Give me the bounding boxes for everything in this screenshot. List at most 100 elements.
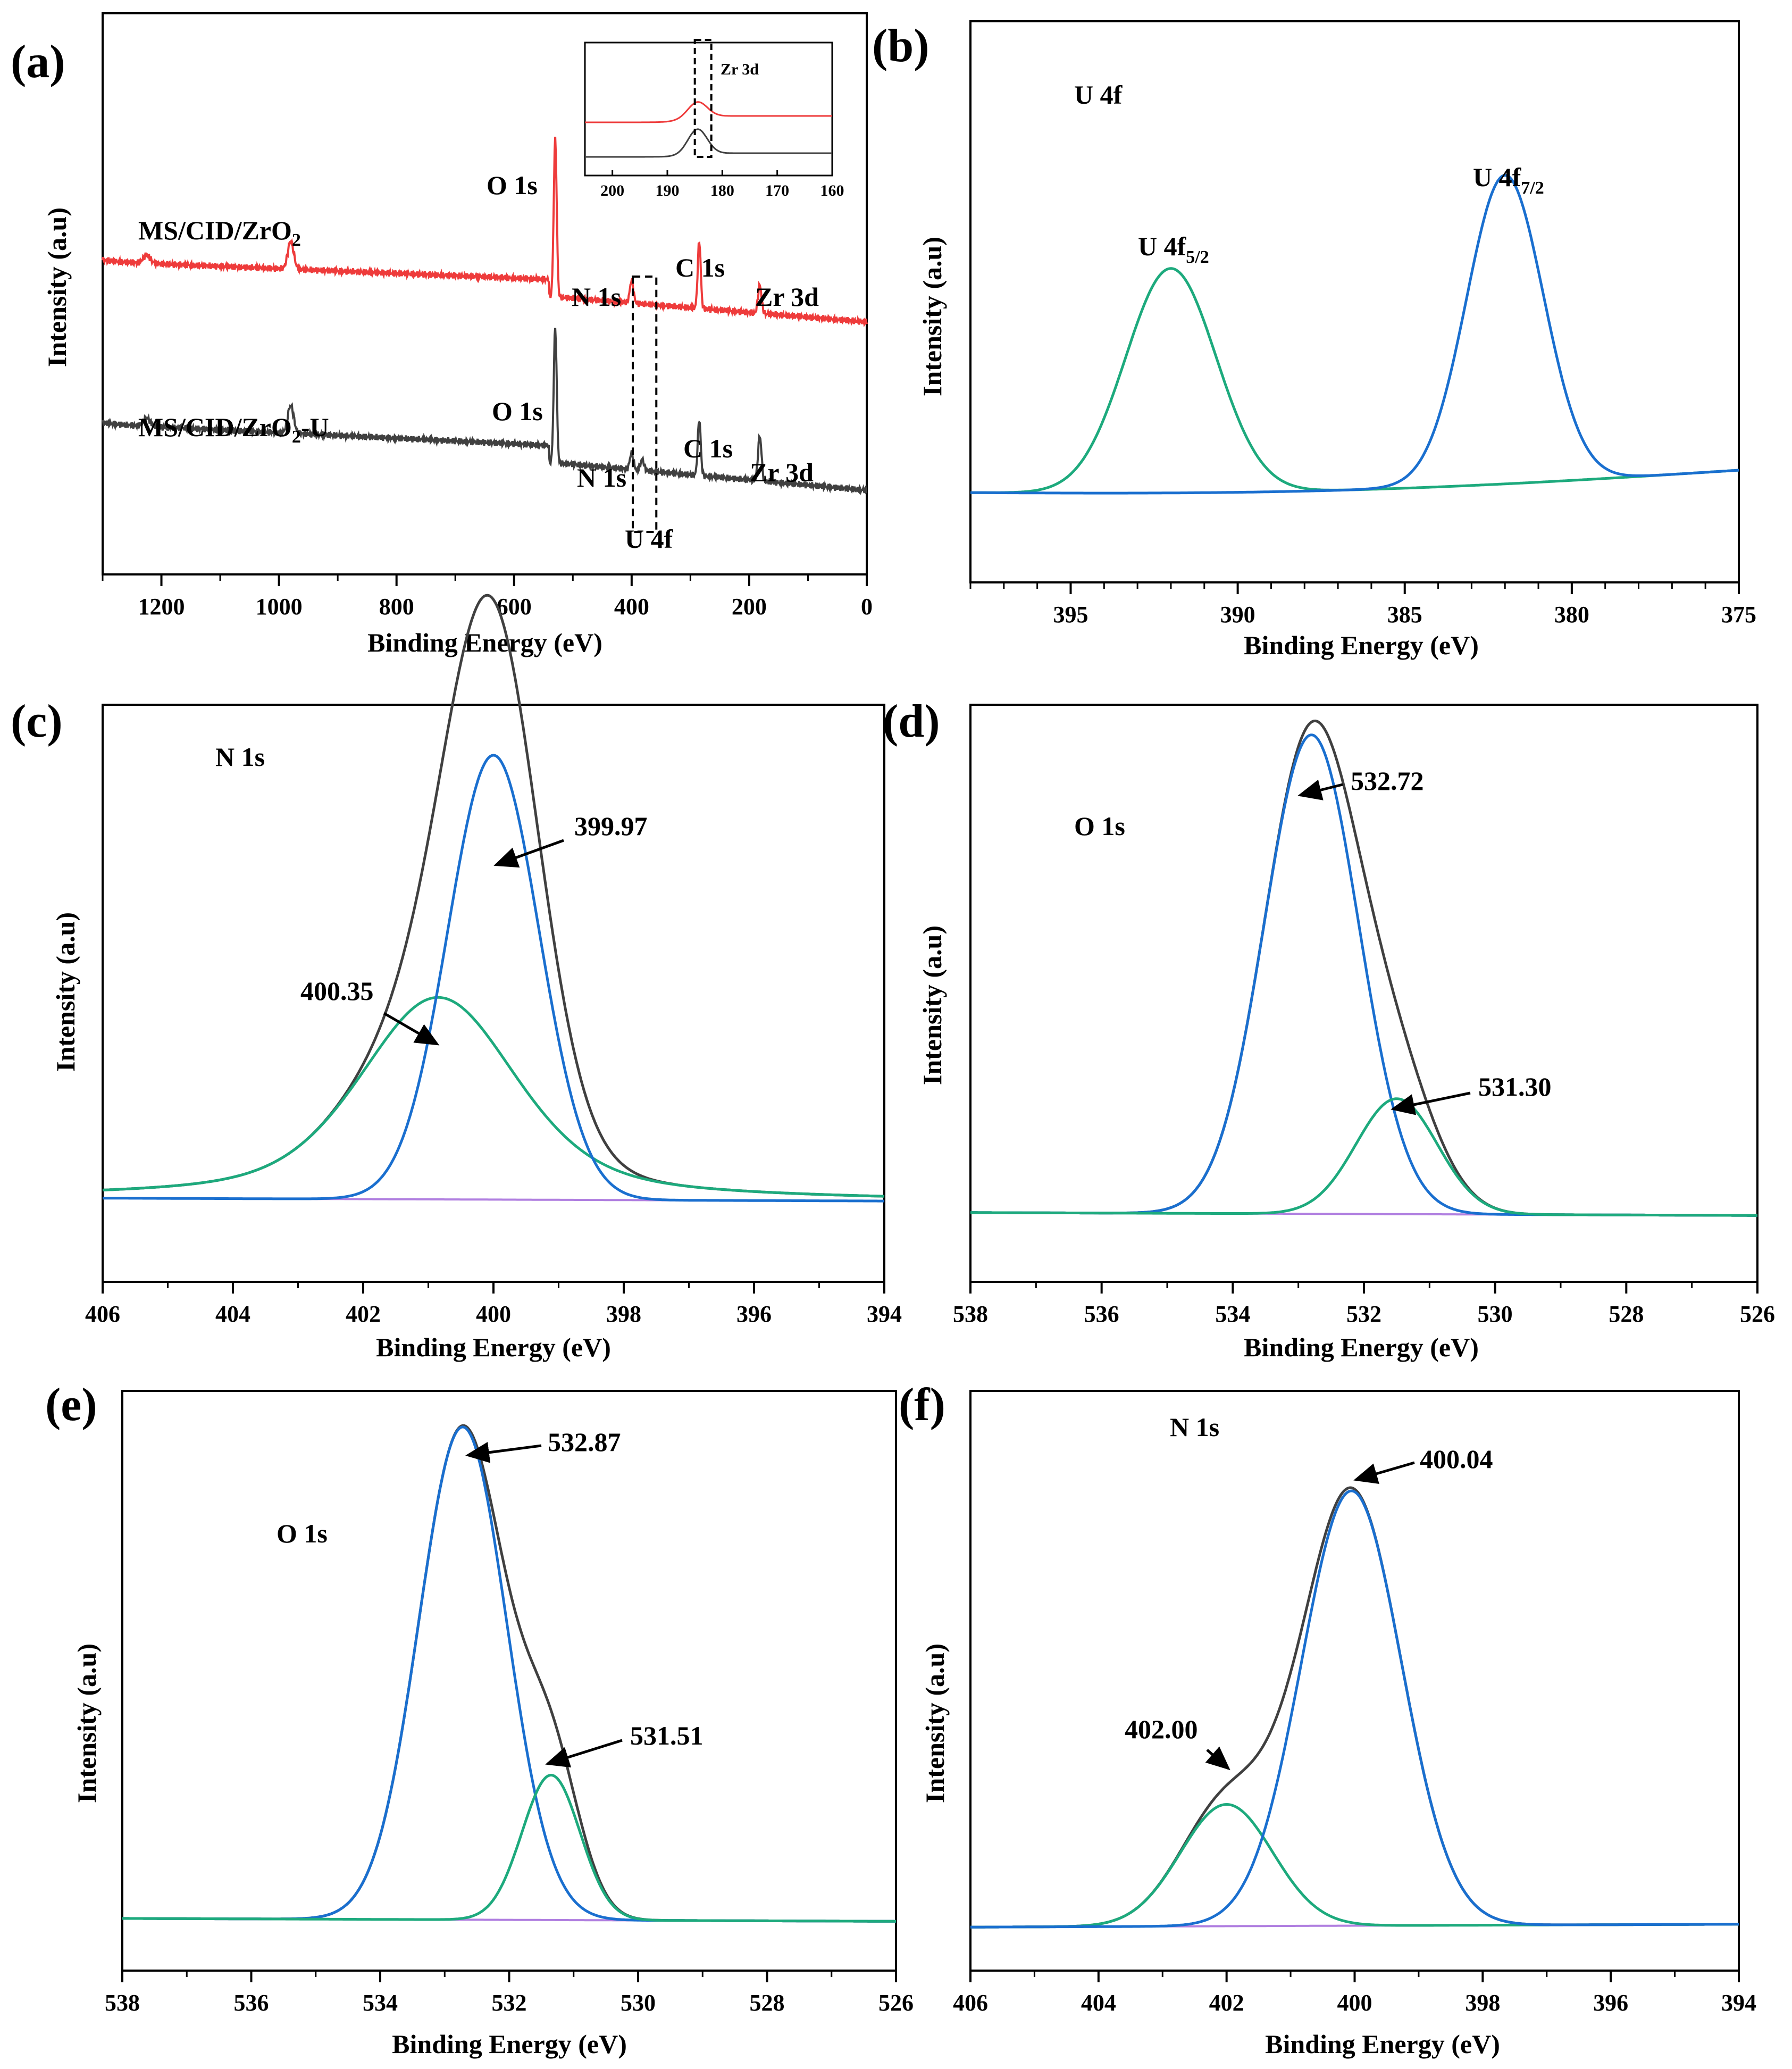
peak-label-u4f72: U 4f7/2 — [1473, 162, 1544, 198]
plot-frame-c — [102, 704, 885, 1283]
panel-e-title: O 1s — [277, 1519, 328, 1548]
peak-label-400-35: 400.35 — [300, 976, 374, 1006]
inset-tick-label-2: 180 — [710, 182, 734, 199]
panel-f-title: N 1s — [1170, 1412, 1219, 1442]
arrow-402-00 — [1205, 1746, 1230, 1771]
peak-label-o1s-black: O 1s — [492, 396, 543, 426]
inset-line-0 — [585, 101, 832, 123]
plot-frame-a — [102, 12, 868, 575]
peak-label-531-51: 531.51 — [630, 1721, 704, 1750]
x-tick-label-b-2: 385 — [1387, 602, 1422, 628]
peak-label-n1s-black: N 1s — [577, 463, 626, 493]
series-label-ms-cid-zro2-u: MS/CID/ZrO2-U — [138, 412, 329, 447]
series-line-ms-cid-zro2 — [102, 137, 868, 328]
x-tick-label-c-6: 394 — [867, 1301, 902, 1327]
x-tick-label-c-2: 402 — [346, 1301, 381, 1327]
panel-label-c: (c) — [11, 696, 63, 747]
envelope-line-e — [122, 1424, 896, 1923]
peak-label-c1s-red: C 1s — [675, 253, 725, 282]
x-tick-label-e-0: 538 — [105, 1990, 140, 2016]
x-tick-label-b-4: 375 — [1721, 602, 1756, 628]
y-axis-title-d: Intensity (a.u) — [917, 925, 947, 1085]
x-axis-title-f: Binding Energy (eV) — [1265, 2029, 1500, 2059]
x-tick-label-b-3: 380 — [1554, 602, 1589, 628]
x-axis-title-d: Binding Energy (eV) — [1244, 1332, 1479, 1362]
x-tick-label-f-3: 400 — [1337, 1990, 1372, 2016]
arrow-532-72 — [1297, 779, 1343, 800]
x-tick-label-e-1: 536 — [234, 1990, 269, 2016]
peak-label-532-87: 532.87 — [548, 1427, 621, 1457]
x-tick-label-c-4: 398 — [606, 1301, 641, 1327]
x-tick-label-a-3: 600 — [497, 594, 532, 620]
plot-frame-e — [121, 1390, 897, 1972]
peak-label-zr3d-red: Zr 3d — [755, 282, 819, 312]
component-line-b-1 — [970, 173, 1739, 495]
inset-zr3d-box — [693, 39, 713, 158]
x-tick-label-e-5: 528 — [750, 1990, 785, 2016]
x-tick-label-f-2: 402 — [1209, 1990, 1244, 2016]
arrow-400-35 — [383, 1012, 440, 1046]
component-line-f-1 — [970, 1489, 1739, 1929]
x-tick-label-e-4: 530 — [621, 1990, 656, 2016]
peak-label-n1s-red: N 1s — [572, 282, 621, 312]
y-axis-title-c: Intensity (a.u) — [51, 912, 80, 1072]
inset-tick-label-1: 190 — [656, 182, 680, 199]
panel-label-d: (d) — [883, 696, 940, 747]
component-line-b-0 — [970, 267, 1739, 494]
x-tick-label-f-5: 396 — [1593, 1990, 1628, 2016]
x-tick-label-d-2: 534 — [1215, 1301, 1250, 1327]
panel-label-f: (f) — [899, 1379, 945, 1431]
x-tick-label-e-6: 526 — [878, 1990, 914, 2016]
x-axis-title-e: Binding Energy (eV) — [392, 2029, 627, 2059]
panel-b-title: U 4f — [1074, 80, 1123, 110]
peak-label-531-30: 531.30 — [1478, 1072, 1552, 1102]
plot-frame-b — [969, 20, 1740, 583]
arrow-531-30 — [1391, 1091, 1471, 1115]
plot-frame-f — [969, 1390, 1740, 1972]
panel-b: (b) U 4f 395 390 385 380 375 Binding Energy … — [872, 20, 1756, 660]
x-tick-label-d-4: 530 — [1478, 1301, 1513, 1327]
inset-tick-label-3: 170 — [765, 182, 789, 199]
x-tick-label-d-1: 536 — [1084, 1301, 1119, 1327]
envelope-line-f — [970, 1486, 1739, 1929]
envelope-line-c — [102, 594, 885, 1198]
component-line-f-0 — [970, 1803, 1739, 1929]
panel-d-title: O 1s — [1074, 811, 1125, 841]
x-tick-label-a-1: 1000 — [256, 594, 303, 620]
x-tick-label-a-5: 200 — [732, 594, 767, 620]
inset-tick-label-4: 160 — [820, 182, 844, 199]
x-tick-label-c-1: 404 — [215, 1301, 250, 1327]
inset-zr3d-label: Zr 3d — [721, 61, 759, 78]
x-axis-title-b: Binding Energy (eV) — [1244, 630, 1479, 660]
x-tick-label-f-1: 404 — [1081, 1990, 1116, 2016]
peak-label-u4f52: U 4f5/2 — [1138, 231, 1209, 267]
peak-label-c1s-black: C 1s — [683, 433, 733, 463]
arrow-400-04 — [1353, 1461, 1415, 1484]
x-tick-label-d-6: 526 — [1740, 1301, 1775, 1327]
x-tick-label-c-0: 406 — [85, 1301, 120, 1327]
peak-label-532-72: 532.72 — [1351, 766, 1424, 796]
panel-c-title: N 1s — [215, 742, 265, 772]
component-line-d-0 — [970, 733, 1757, 1217]
component-line-c-0 — [102, 996, 885, 1198]
x-axis-title-a: Binding Energy (eV) — [367, 628, 602, 657]
x-tick-label-f-0: 406 — [953, 1990, 988, 2016]
peak-label-402-00: 402.00 — [1125, 1714, 1198, 1744]
x-tick-label-a-6: 0 — [861, 594, 873, 620]
panel-c: (c) N 1s 406 404 402 400 398 396 394 Binding E… — [11, 594, 902, 1362]
panel-label-a: (a) — [11, 36, 65, 88]
x-tick-label-c-5: 396 — [736, 1301, 772, 1327]
series-line-ms-cid-zro2-u — [102, 328, 868, 496]
x-tick-label-a-0: 1200 — [138, 594, 185, 620]
inset-tick-label-0: 200 — [600, 182, 624, 199]
u4f-region-box — [632, 276, 658, 533]
component-line-e-1 — [122, 1773, 896, 1923]
x-tick-label-d-3: 532 — [1346, 1301, 1381, 1327]
x-tick-label-c-3: 400 — [476, 1301, 511, 1327]
panel-d: (d) O 1s 538 536 534 532 530 528 526 Binding E… — [883, 696, 1775, 1362]
x-tick-label-b-1: 390 — [1220, 602, 1255, 628]
x-tick-label-e-3: 532 — [492, 1990, 527, 2016]
panel-label-e: (e) — [45, 1379, 97, 1431]
component-line-c-1 — [103, 754, 884, 1203]
